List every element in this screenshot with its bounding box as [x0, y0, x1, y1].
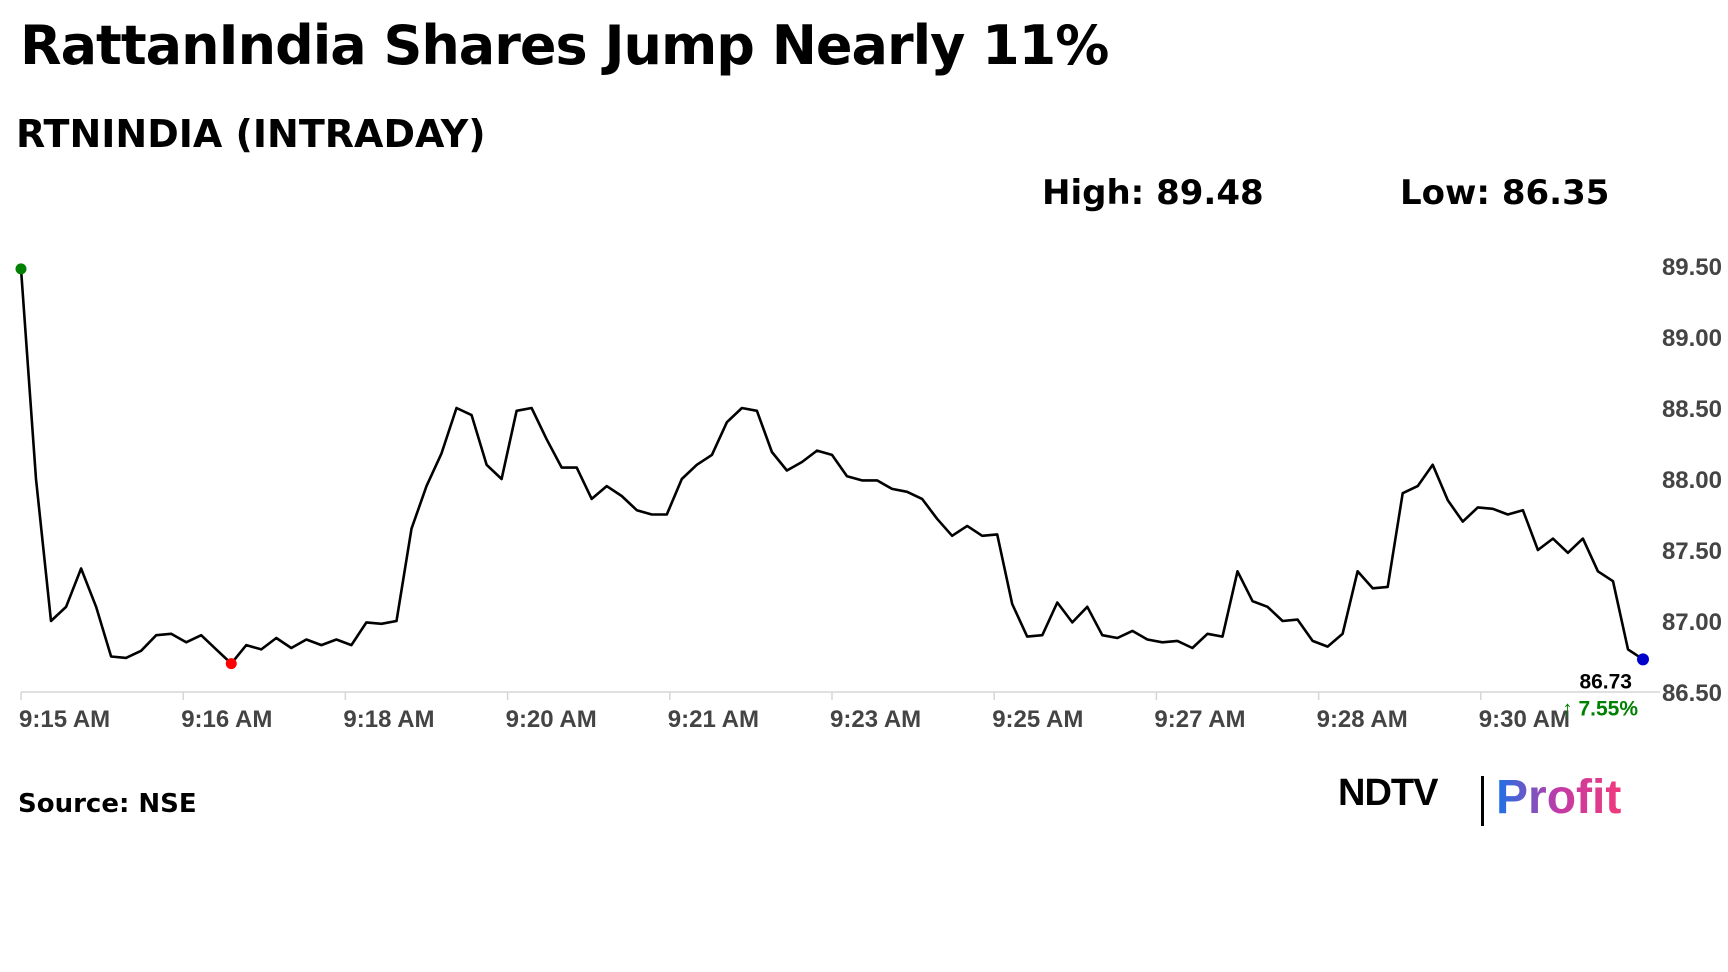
low-value: Low: 86.35	[1400, 173, 1610, 213]
open-marker	[15, 263, 27, 275]
change-label: ↑ 7.55%	[1562, 697, 1638, 720]
x-tick-label: 9:18 AM	[343, 706, 434, 733]
logo-separator	[1481, 776, 1484, 826]
logo-ndtv: NDTV	[1338, 772, 1438, 814]
last-value-label: 86.73	[1579, 670, 1632, 693]
price-line	[19, 268, 1644, 665]
y-tick-label: 87.50	[1662, 538, 1722, 565]
low-marker	[225, 658, 237, 670]
last-marker	[1637, 653, 1649, 666]
y-tick-label: 86.50	[1662, 680, 1722, 707]
y-tick-label: 88.00	[1662, 467, 1722, 494]
x-tick-label: 9:23 AM	[830, 706, 921, 733]
x-tick-label: 9:15 AM	[19, 706, 110, 733]
x-tick-label: 9:20 AM	[506, 706, 597, 733]
intraday-line-chart: 89.50 89.00 88.50 88.00 87.50 87.00 86.50 9:15 …	[15, 254, 1722, 733]
high-value: High: 89.48	[1042, 173, 1264, 213]
y-tick-label: 88.50	[1662, 396, 1722, 423]
chart-title: RattanIndia Shares Jump Nearly 11%	[20, 14, 1109, 77]
x-tick-label: 9:27 AM	[1154, 706, 1245, 733]
y-tick-label: 89.50	[1662, 254, 1722, 281]
y-tick-label: 87.00	[1662, 609, 1722, 636]
x-tick-label: 9:25 AM	[992, 706, 1083, 733]
x-tick-label: 9:21 AM	[668, 706, 759, 733]
x-tick-label: 9:16 AM	[181, 706, 272, 733]
chart-subtitle: RTNINDIA (INTRADAY)	[16, 112, 486, 156]
logo-profit: Profit	[1496, 771, 1622, 824]
x-tick-label: 9:30 AM	[1479, 706, 1570, 733]
source-label: Source: NSE	[18, 789, 197, 819]
y-tick-label: 89.00	[1662, 325, 1722, 352]
x-tick-label: 9:28 AM	[1317, 706, 1408, 733]
